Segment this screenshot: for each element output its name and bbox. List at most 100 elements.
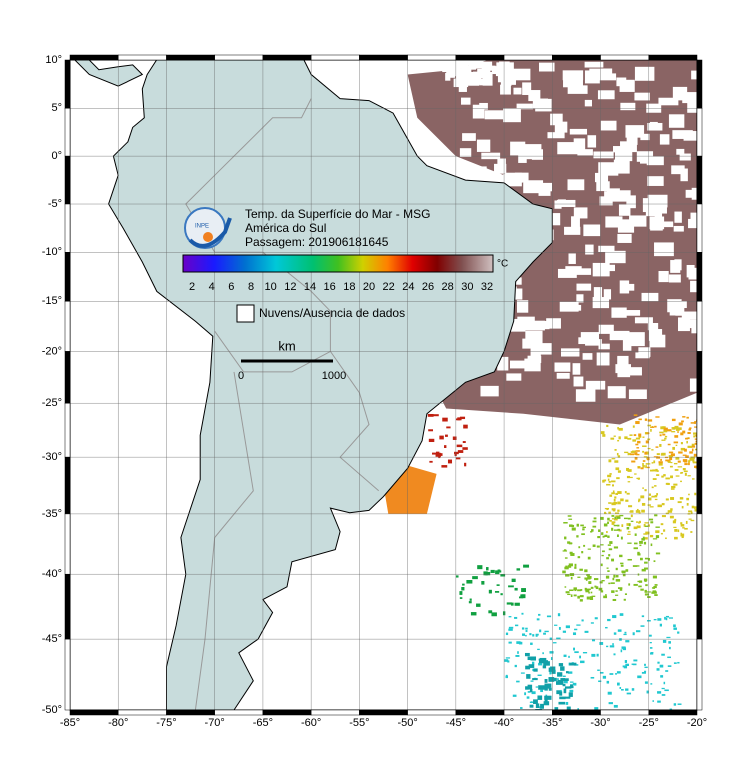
sst-patch: [578, 546, 581, 549]
sst-patch: [673, 526, 677, 529]
sst-patch: [558, 663, 564, 667]
sst-patch: [596, 545, 600, 548]
frame-segment: [359, 709, 408, 716]
sst-patch: [534, 699, 538, 703]
sst-patch: [606, 680, 610, 684]
sst-patch: [689, 451, 693, 454]
sst-patch: [660, 426, 664, 430]
sst-patch: [563, 680, 568, 684]
sst-patch: [661, 221, 674, 228]
sst-patch: [573, 376, 584, 387]
frame-segment: [166, 54, 215, 61]
sst-patch: [612, 615, 617, 619]
sst-patch: [617, 509, 620, 512]
sst-patch: [626, 526, 630, 530]
sst-patch: [562, 675, 566, 677]
sst-patch: [667, 429, 672, 432]
sst-patch: [544, 683, 552, 688]
sst-patch: [633, 526, 638, 530]
sst-patch: [646, 458, 649, 461]
sst-patch: [605, 594, 607, 597]
sst-patch: [570, 594, 573, 597]
sst-patch: [654, 514, 658, 517]
sst-patch: [522, 338, 531, 349]
sst-patch: [634, 533, 637, 536]
sst-patch: [581, 619, 584, 622]
sst-patch: [530, 642, 533, 645]
sst-patch: [650, 543, 653, 547]
sst-patch: [584, 630, 589, 633]
sst-patch: [577, 589, 582, 592]
sst-patch: [548, 667, 553, 672]
sst-patch: [626, 467, 630, 471]
sst-patch: [611, 492, 615, 495]
sst-patch: [521, 612, 524, 615]
sst-patch: [606, 508, 609, 511]
sst-patch: [626, 523, 631, 526]
sst-patch: [609, 330, 630, 341]
sst-patch: [577, 149, 593, 156]
frame-segment: [455, 709, 505, 716]
sst-patch: [618, 529, 622, 532]
sst-patch: [455, 575, 459, 578]
sst-patch: [627, 542, 632, 544]
sst-patch: [623, 517, 628, 520]
sst-patch: [670, 475, 673, 479]
sst-patch: [514, 616, 518, 619]
sst-patch: [619, 686, 622, 689]
frame-segment: [214, 54, 264, 61]
sst-patch: [490, 66, 502, 71]
sst-patch: [659, 434, 662, 437]
sst-patch: [657, 691, 662, 694]
colorbar-labels: 2 4 6 8 10 12 14 16 18 20 22 24 26 28 30 32: [189, 281, 493, 293]
sst-patch: [514, 664, 517, 668]
sst-patch: [657, 700, 661, 703]
sst-patch: [655, 530, 658, 534]
sst-patch: [567, 179, 585, 191]
sst-patch: [590, 586, 594, 589]
sst-patch: [646, 432, 650, 434]
sst-patch: [592, 520, 597, 523]
sst-patch: [646, 451, 649, 455]
sst-patch: [484, 110, 506, 120]
sst-patch: [658, 97, 679, 106]
sst-patch: [584, 99, 592, 107]
sst-patch: [428, 429, 434, 432]
sst-patch: [647, 504, 651, 506]
colorbar-label: 18: [343, 281, 355, 293]
sst-patch: [635, 510, 641, 513]
sst-patch: [659, 431, 664, 434]
sst-patch: [629, 476, 633, 479]
frame-segment: [64, 301, 71, 352]
sst-patch: [548, 687, 552, 691]
sst-patch: [573, 207, 588, 219]
sst-patch: [569, 589, 574, 592]
sst-patch: [596, 352, 610, 366]
sst-patch: [452, 436, 457, 440]
sst-patch: [695, 434, 697, 437]
sst-patch: [600, 120, 617, 131]
sst-patch: [581, 533, 585, 536]
sst-patch: [641, 502, 646, 506]
frame-segment: [696, 513, 703, 575]
sst-patch: [613, 524, 618, 527]
sst-patch: [670, 461, 673, 464]
sst-patch: [683, 460, 688, 463]
sst-patch: [627, 558, 632, 561]
sst-patch: [625, 663, 630, 666]
sst-patch: [668, 451, 674, 454]
sst-patch: [640, 495, 645, 499]
sst-patch: [447, 459, 453, 464]
sst-patch: [680, 533, 685, 537]
legend-text: Nuvens/Ausencia de dados: [259, 306, 405, 320]
sst-patch: [635, 453, 640, 456]
lat-label: -40°: [42, 568, 62, 580]
sst-patch: [605, 250, 626, 264]
sst-patch: [567, 85, 588, 94]
sst-patch: [556, 637, 561, 640]
sst-patch: [661, 687, 665, 690]
sst-patch: [571, 524, 575, 528]
sst-patch: [573, 647, 575, 651]
sst-patch: [557, 613, 561, 617]
frame-segment: [69, 709, 119, 716]
